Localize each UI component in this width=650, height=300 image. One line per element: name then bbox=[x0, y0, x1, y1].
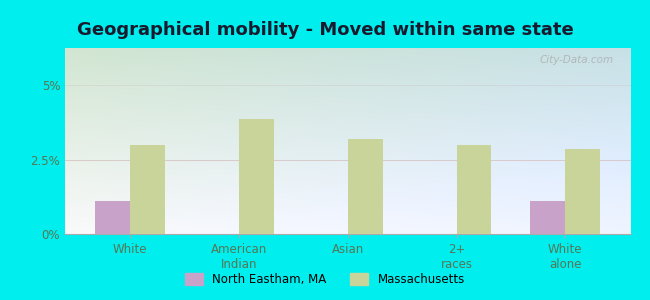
Bar bbox=[456, 145, 491, 234]
Bar bbox=[96, 201, 130, 234]
Bar bbox=[566, 149, 600, 234]
Bar bbox=[530, 201, 566, 234]
Bar bbox=[130, 145, 165, 234]
Bar bbox=[348, 139, 383, 234]
Text: Geographical mobility - Moved within same state: Geographical mobility - Moved within sam… bbox=[77, 21, 573, 39]
Bar bbox=[239, 119, 274, 234]
Text: City-Data.com: City-Data.com bbox=[540, 56, 614, 65]
Legend: North Eastham, MA, Massachusetts: North Eastham, MA, Massachusetts bbox=[181, 268, 469, 291]
